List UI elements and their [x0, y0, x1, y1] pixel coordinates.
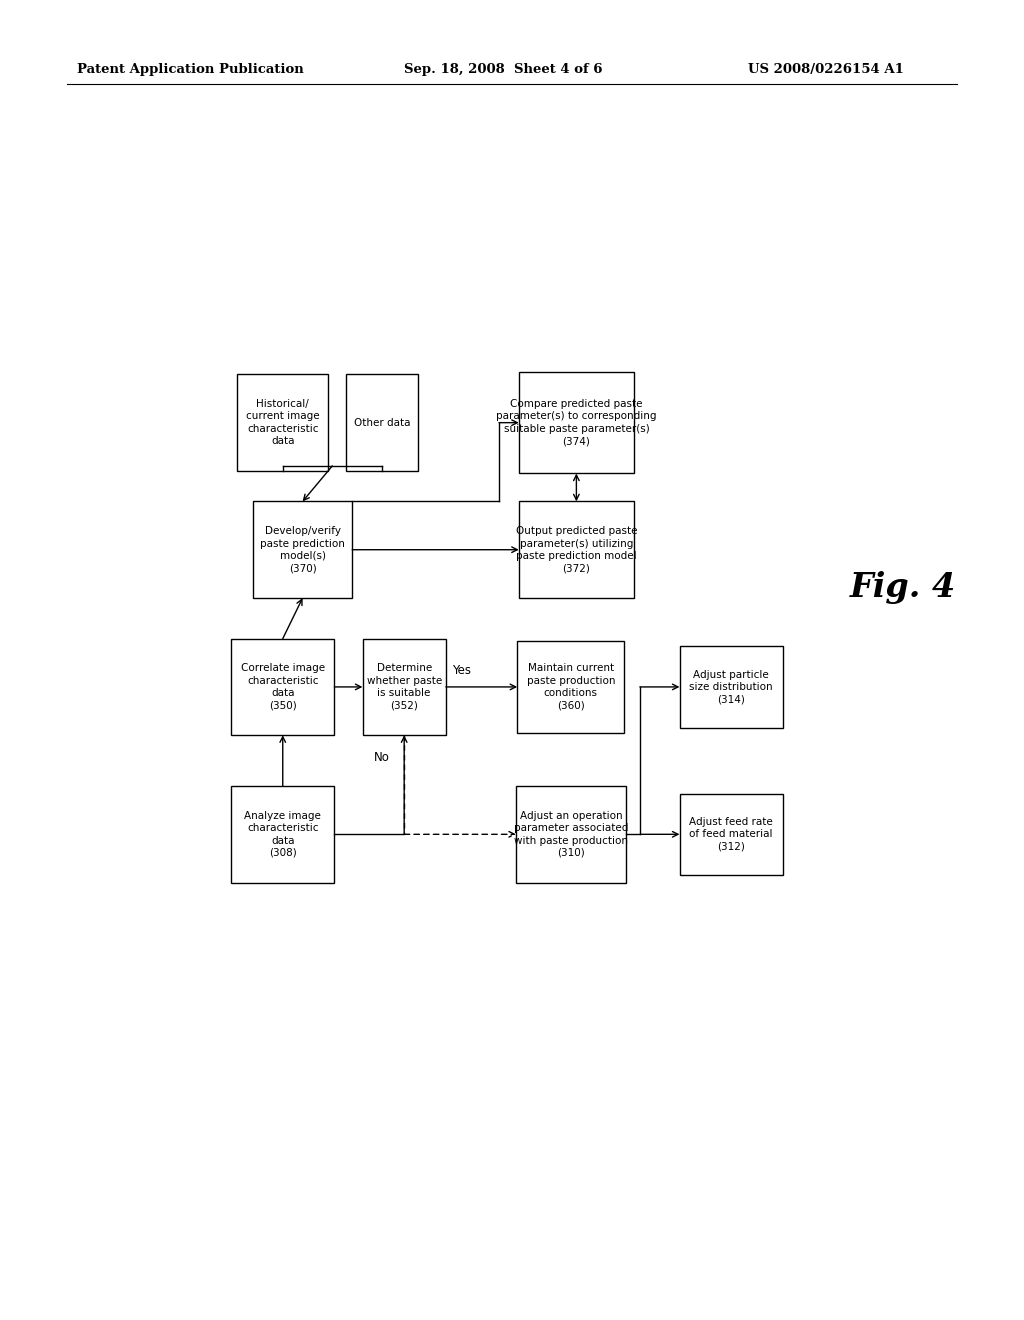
Text: Determine
whether paste
is suitable
(352): Determine whether paste is suitable (352…	[367, 664, 441, 710]
Text: Yes: Yes	[453, 664, 471, 677]
Text: Adjust feed rate
of feed material
(312): Adjust feed rate of feed material (312)	[689, 817, 773, 851]
FancyBboxPatch shape	[516, 785, 626, 883]
FancyBboxPatch shape	[231, 639, 334, 735]
Text: Correlate image
characteristic
data
(350): Correlate image characteristic data (350…	[241, 664, 325, 710]
FancyBboxPatch shape	[680, 647, 782, 727]
FancyBboxPatch shape	[238, 375, 329, 471]
Text: Maintain current
paste production
conditions
(360): Maintain current paste production condit…	[526, 664, 615, 710]
Text: Compare predicted paste
parameter(s) to corresponding
suitable paste parameter(s: Compare predicted paste parameter(s) to …	[497, 399, 656, 446]
Text: No: No	[374, 751, 390, 763]
FancyBboxPatch shape	[231, 785, 334, 883]
FancyBboxPatch shape	[517, 642, 625, 733]
Text: Other data: Other data	[353, 417, 411, 428]
Text: Adjust an operation
parameter associated
with paste production
(310): Adjust an operation parameter associated…	[514, 810, 628, 858]
Text: Fig. 4: Fig. 4	[850, 570, 956, 605]
FancyBboxPatch shape	[519, 502, 634, 598]
Text: Analyze image
characteristic
data
(308): Analyze image characteristic data (308)	[245, 810, 322, 858]
FancyBboxPatch shape	[253, 502, 352, 598]
FancyBboxPatch shape	[346, 375, 418, 471]
Text: Sep. 18, 2008  Sheet 4 of 6: Sep. 18, 2008 Sheet 4 of 6	[404, 63, 603, 77]
Text: US 2008/0226154 A1: US 2008/0226154 A1	[748, 63, 903, 77]
Text: Adjust particle
size distribution
(314): Adjust particle size distribution (314)	[689, 669, 773, 705]
Text: Historical/
current image
characteristic
data: Historical/ current image characteristic…	[246, 399, 319, 446]
Text: Patent Application Publication: Patent Application Publication	[77, 63, 303, 77]
FancyBboxPatch shape	[680, 793, 782, 875]
FancyBboxPatch shape	[362, 639, 445, 735]
Text: Output predicted paste
parameter(s) utilizing
paste prediction model
(372): Output predicted paste parameter(s) util…	[516, 527, 637, 573]
FancyBboxPatch shape	[519, 372, 634, 474]
Text: Develop/verify
paste prediction
model(s)
(370): Develop/verify paste prediction model(s)…	[260, 527, 345, 573]
